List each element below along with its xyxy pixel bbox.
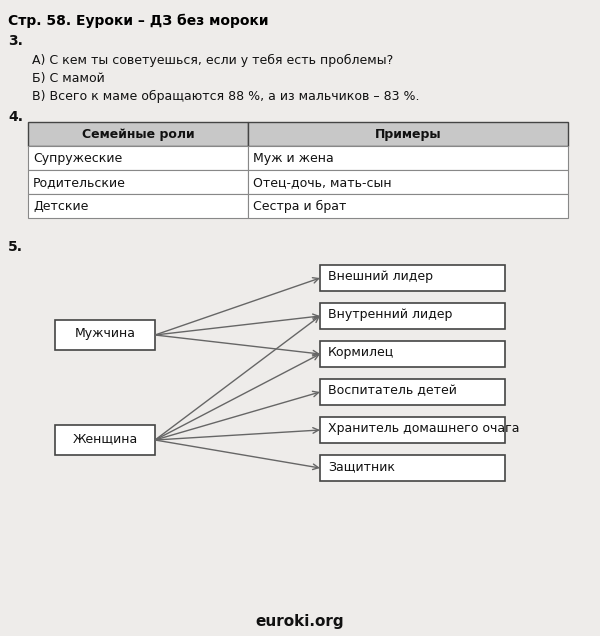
Text: Мужчина: Мужчина (74, 327, 136, 340)
Bar (248, 194, 568, 218)
Bar (55, 425, 155, 455)
Text: А) С кем ты советуешься, если у тебя есть проблемы?: А) С кем ты советуешься, если у тебя ест… (32, 54, 393, 67)
Text: Стр. 58. Еуроки – ДЗ без мороки: Стр. 58. Еуроки – ДЗ без мороки (8, 14, 269, 29)
Text: Отец-дочь, мать-сын: Отец-дочь, мать-сын (253, 176, 392, 189)
Bar (320, 303, 505, 329)
Bar (320, 417, 505, 443)
Text: Детские: Детские (33, 200, 88, 213)
Bar (28, 170, 248, 194)
Bar (320, 265, 505, 291)
Text: Защитник: Защитник (328, 460, 395, 473)
Bar (248, 122, 568, 146)
Text: Родительские: Родительские (33, 176, 126, 189)
Text: Хранитель домашнего очага: Хранитель домашнего очага (328, 422, 520, 435)
Text: 4.: 4. (8, 110, 23, 124)
Text: Сестра и брат: Сестра и брат (253, 200, 346, 213)
Text: Кормилец: Кормилец (328, 346, 394, 359)
Text: Муж и жена: Муж и жена (253, 152, 334, 165)
Text: euroki.org: euroki.org (256, 614, 344, 629)
Text: Внутренний лидер: Внутренний лидер (328, 308, 452, 321)
Text: Семейные роли: Семейные роли (82, 128, 194, 141)
Bar (28, 146, 248, 170)
Text: Б) С мамой: Б) С мамой (32, 72, 105, 85)
Text: Воспитатель детей: Воспитатель детей (328, 384, 457, 397)
Bar (248, 170, 568, 194)
Bar (320, 379, 505, 405)
Text: В) Всего к маме обращаются 88 %, а из мальчиков – 83 %.: В) Всего к маме обращаются 88 %, а из ма… (32, 90, 419, 103)
Text: Примеры: Примеры (374, 128, 442, 141)
Text: 5.: 5. (8, 240, 23, 254)
Bar (55, 320, 155, 350)
Bar (320, 455, 505, 481)
Bar (320, 341, 505, 367)
Bar (248, 146, 568, 170)
Text: Женщина: Женщина (73, 432, 137, 445)
Bar (28, 194, 248, 218)
Text: Супружеские: Супружеские (33, 152, 122, 165)
Text: 3.: 3. (8, 34, 23, 48)
Bar (28, 122, 248, 146)
Text: Внешний лидер: Внешний лидер (328, 270, 433, 283)
